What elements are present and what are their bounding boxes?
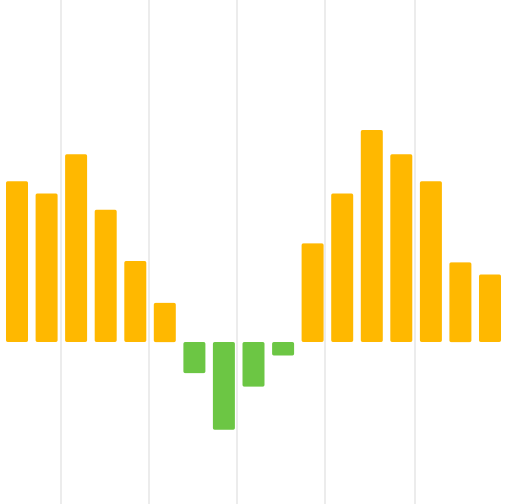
- bar-positive: [331, 193, 354, 342]
- bar-positive: [449, 262, 472, 343]
- bar-positive: [390, 154, 413, 342]
- bar-negative: [183, 342, 206, 374]
- bar-positive: [6, 181, 28, 342]
- bar-negative: [212, 342, 235, 430]
- bar-positive: [35, 193, 58, 342]
- bar-positive: [360, 130, 383, 342]
- bar-positive: [124, 261, 147, 342]
- bar-negative: [242, 342, 265, 387]
- bar-positive: [301, 243, 324, 342]
- bar-positive: [479, 274, 501, 342]
- bar-positive: [153, 302, 176, 343]
- bar-positive: [94, 209, 117, 342]
- vertical-gridlines: [60, 0, 416, 504]
- bar-negative: [272, 342, 295, 356]
- bar-positive: [419, 181, 442, 342]
- bars-group: [6, 130, 501, 430]
- bar-positive: [65, 154, 88, 342]
